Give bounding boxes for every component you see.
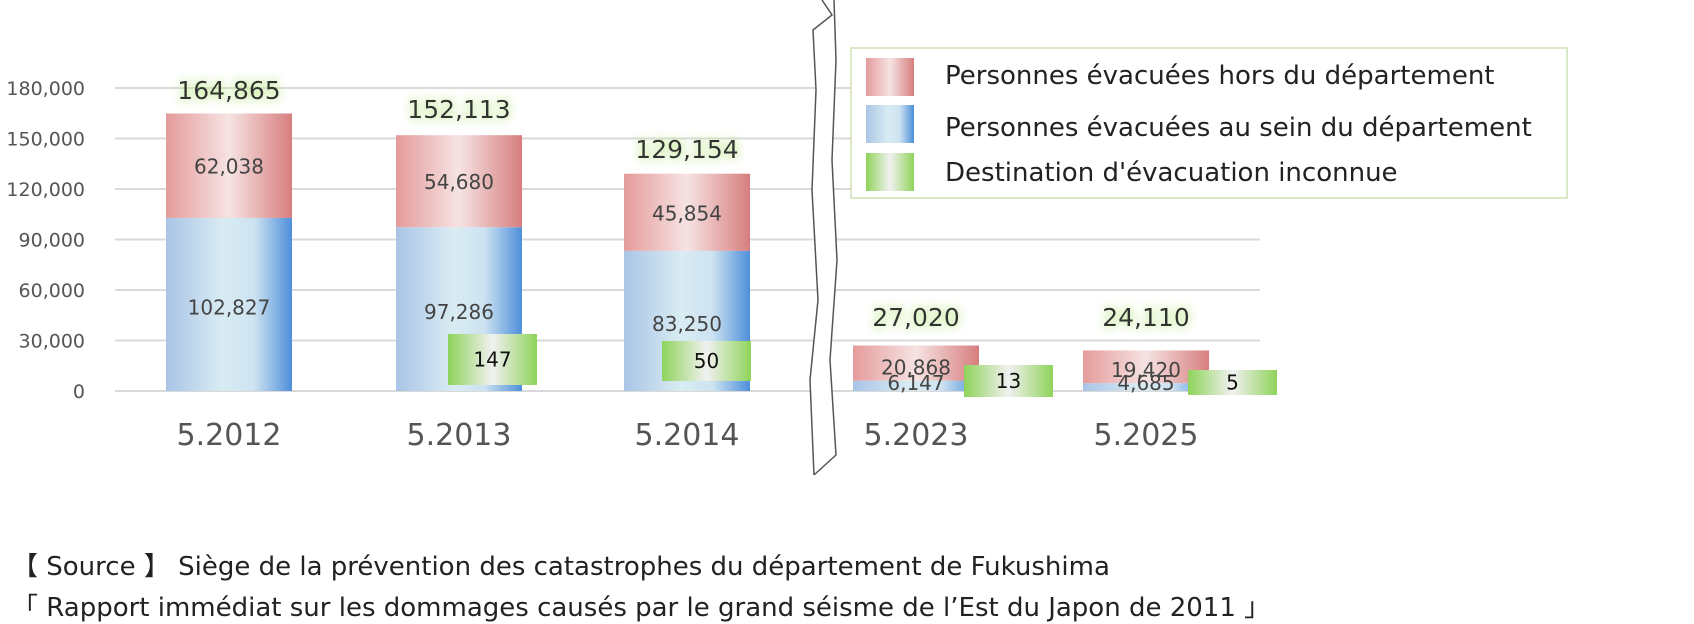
y-tick-label: 90,000 [19,230,85,252]
y-axis: 0 30,000 60,000 90,000 120,000 150,000 180,000 [6,78,85,403]
total-label: 27,020 [872,303,959,332]
bar-inside-department [853,380,979,391]
x-tick-label: 5.2013 [407,418,512,453]
bar-inside-department [166,217,292,391]
y-tick-label: 30,000 [19,331,85,353]
data-label-inside: 102,827 [188,295,271,319]
y-tick-label: 120,000 [6,179,85,201]
bar-outside-department [853,345,979,381]
x-axis: 5.2012 5.2013 5.2014 5.2023 5.2025 [177,418,1199,453]
axis-break-line-right [813,0,838,476]
axis-break [809,0,838,476]
data-label-unknown: 147 [473,348,511,372]
bar-outside-department [624,173,750,251]
legend-label: Destination d'évacuation inconnue [945,158,1398,188]
x-tick-label: 5.2025 [1094,418,1199,453]
total-label: 164,865 [177,76,280,105]
axis-break-line-left [809,0,834,476]
data-label-inside: 97,286 [424,300,494,324]
data-label-outside: 54,680 [424,170,494,194]
data-label-unknown: 13 [996,369,1021,393]
bar-inside-department [1083,383,1209,391]
data-label-unknown: 50 [694,349,719,373]
y-tick-label: 60,000 [19,280,85,302]
data-label-inside: 6,147 [887,371,944,395]
bar-unknown-destination [964,365,1053,397]
x-tick-label: 5.2023 [864,418,969,453]
bar-unknown-destination [448,334,537,385]
data-label-inside: 83,250 [652,312,722,336]
data-label-outside: 20,868 [881,356,951,380]
data-label-outside: 45,854 [652,201,722,225]
data-label-inside: 4,685 [1117,371,1174,395]
y-tick-label: 180,000 [6,78,85,100]
bar-outside-department [396,135,522,228]
legend-swatch [866,58,914,96]
bar-unknown-destination [1188,370,1277,395]
bar-outside-department [166,113,292,218]
total-label: 152,113 [407,95,510,124]
source-line-1: 【 Source 】 Siège de la prévention des ca… [12,552,1110,582]
x-tick-label: 5.2014 [635,418,740,453]
bars: 102,827 62,038 164,865 97,286 54,680 152,113 1… [166,76,1277,397]
source-line-2: 「 Rapport immédiat sur les dommages caus… [12,593,1271,623]
total-label: 24,110 [1102,303,1189,332]
legend-label: Personnes évacuées hors du département [945,61,1495,91]
legend-swatch [866,105,914,143]
x-tick-label: 5.2012 [177,418,282,453]
data-label-outside: 62,038 [194,155,264,179]
bar-unknown-destination [662,341,751,381]
legend: Personnes évacuées hors du département Pe… [850,47,1568,199]
legend-label: Personnes évacuées au sein du départemen… [945,113,1532,143]
legend-box [850,47,1568,199]
total-label: 129,154 [635,135,738,164]
legend-swatch [866,153,914,191]
data-label-unknown: 5 [1226,371,1239,395]
data-label-outside: 19,420 [1111,358,1181,382]
y-tick-label: 150,000 [6,129,85,151]
y-tick-label: 0 [73,381,85,403]
